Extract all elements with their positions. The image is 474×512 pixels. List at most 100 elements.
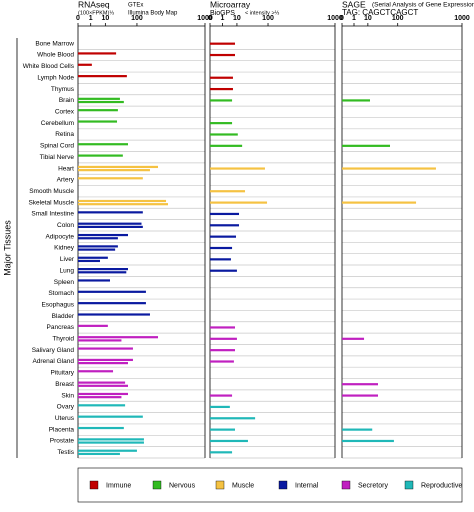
bar <box>78 347 133 350</box>
panel-title: SAGE <box>342 0 366 9</box>
category-label: Lung <box>60 267 75 274</box>
bar <box>210 122 233 125</box>
bar <box>210 42 235 45</box>
bar <box>78 302 146 305</box>
bar <box>210 212 240 216</box>
bar <box>78 396 122 399</box>
legend-label: Nervous <box>169 482 196 489</box>
bar <box>78 199 167 203</box>
bar <box>78 415 143 418</box>
x-tick-label: 1 <box>89 15 93 22</box>
panel-title: Microarray <box>210 0 251 9</box>
bar <box>210 133 238 136</box>
bar <box>78 52 117 55</box>
bar <box>210 224 240 227</box>
legend-label: Immune <box>106 482 131 489</box>
legend-swatch <box>89 480 99 490</box>
bar <box>78 120 118 123</box>
bar <box>210 167 265 170</box>
category-label: Colon <box>57 222 74 229</box>
x-tick-label: 1000 <box>197 15 213 22</box>
bar <box>78 370 114 373</box>
category-label: Skeletal Muscle <box>28 199 74 206</box>
x-tick-label: 1 <box>221 15 225 22</box>
bar <box>78 225 143 228</box>
bar <box>210 235 237 238</box>
bar <box>210 269 237 272</box>
bar <box>342 201 417 204</box>
x-tick-label: 1000 <box>454 15 470 22</box>
bar <box>210 360 234 363</box>
bar <box>78 268 128 271</box>
bar <box>210 451 233 454</box>
bar <box>78 336 159 339</box>
category-label: Bone Marrow <box>35 40 74 47</box>
panel-unit: < intensity >⅓ <box>245 10 280 16</box>
bar <box>342 144 390 147</box>
bar <box>78 384 128 387</box>
category-label: Tibial Nerve <box>40 154 75 161</box>
bar <box>78 449 137 452</box>
x-tick-label: 10 <box>101 15 109 22</box>
category-label: Adrenal Gland <box>32 358 74 365</box>
bar <box>342 428 373 431</box>
category-label: Placenta <box>49 426 75 433</box>
bar <box>210 428 235 431</box>
legend-label: Internal <box>295 482 319 489</box>
category-label: Artery <box>57 177 75 184</box>
category-label: Prostate <box>50 438 75 445</box>
bar <box>78 154 123 157</box>
bar <box>78 169 150 172</box>
bar <box>210 417 256 420</box>
panel-unit: TAG: CAGCTCAGCT <box>342 8 418 17</box>
bar <box>210 144 243 147</box>
category-label: Pituitary <box>51 370 75 377</box>
bar <box>78 248 116 251</box>
bar <box>78 426 124 430</box>
category-label: Smooth Muscle <box>29 188 74 195</box>
x-tick-label: 100 <box>131 15 143 22</box>
bar <box>78 256 108 259</box>
x-tick-label: 100 <box>392 15 404 22</box>
category-label: Salivary Gland <box>32 347 75 354</box>
legend-swatch <box>152 480 162 490</box>
bar <box>342 337 365 340</box>
bar <box>78 109 118 112</box>
x-tick-label: 0 <box>208 15 212 22</box>
bar <box>78 452 120 456</box>
legend-swatch <box>215 480 225 490</box>
bar <box>78 211 143 214</box>
bar <box>78 339 122 342</box>
category-label: Whole Blood <box>37 52 74 59</box>
bar <box>342 167 436 170</box>
bar <box>78 271 127 274</box>
bar <box>78 245 118 248</box>
legend-box <box>77 467 463 503</box>
x-tick-label: 1 <box>352 15 356 22</box>
bar <box>210 190 246 193</box>
x-tick-label: 10 <box>233 15 241 22</box>
category-label: Small Intestine <box>31 211 74 218</box>
bar <box>78 237 118 240</box>
category-label: Stomach <box>48 290 74 297</box>
category-label: Pancreas <box>47 324 75 331</box>
legend-label: Muscle <box>232 482 254 489</box>
bar <box>78 358 133 362</box>
bar <box>78 97 120 100</box>
bar <box>210 349 235 352</box>
bar <box>210 53 235 57</box>
category-label: Retina <box>55 131 74 138</box>
category-label: Thyroid <box>52 336 74 343</box>
bar <box>78 233 128 237</box>
x-tick-label: 100 <box>262 15 274 22</box>
bar <box>210 439 248 443</box>
bar <box>210 76 233 79</box>
panel-subtitle: (Serial Analysis of Gene Expression) <box>372 2 474 9</box>
bar <box>78 177 143 180</box>
bar <box>342 394 378 397</box>
bar <box>78 362 128 365</box>
bar <box>210 326 235 329</box>
panel-unit: (100×FPKM)⅓ <box>78 10 114 16</box>
panel-title: RNAseq <box>78 0 110 9</box>
